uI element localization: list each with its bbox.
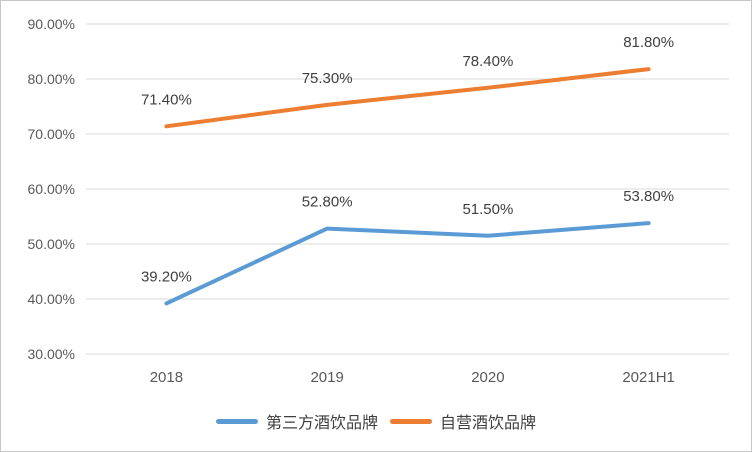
legend-label: 第三方酒饮品牌 xyxy=(265,415,378,432)
legend-line-swatch-orange xyxy=(390,418,432,424)
y-axis-tick-label: 50.00% xyxy=(28,236,75,252)
y-axis-tick-label: 80.00% xyxy=(28,71,75,87)
legend-item-third-party-brands: 第三方酒饮品牌 xyxy=(215,409,378,433)
chart-legend: 第三方酒饮品牌 自营酒饮品牌 xyxy=(1,407,751,435)
legend-label: 自营酒饮品牌 xyxy=(440,415,537,432)
x-axis-category-label: 2020 xyxy=(471,369,504,386)
series-line-1 xyxy=(164,67,651,129)
x-axis-category-label: 2018 xyxy=(150,369,183,386)
legend-item-self-operated-brands: 自营酒饮品牌 xyxy=(390,409,536,433)
series-line-0 xyxy=(164,221,651,306)
y-axis-tick-label: 60.00% xyxy=(28,181,75,197)
data-label: 81.80% xyxy=(623,34,674,51)
x-axis-category-label: 2019 xyxy=(310,369,343,386)
x-axis-category-label: 2021H1 xyxy=(622,369,675,386)
data-label: 51.50% xyxy=(462,201,513,218)
y-axis-tick-label: 40.00% xyxy=(28,291,75,307)
data-label: 78.40% xyxy=(462,53,513,70)
y-axis-tick-label: 70.00% xyxy=(28,126,75,142)
data-label: 53.80% xyxy=(623,188,674,205)
y-axis-tick-label: 30.00% xyxy=(28,346,75,362)
legend-line-swatch-blue xyxy=(215,418,258,424)
data-label: 71.40% xyxy=(141,91,192,108)
y-axis-tick-label: 90.00% xyxy=(28,16,75,32)
data-label: 75.30% xyxy=(302,70,353,87)
data-label: 39.20% xyxy=(141,268,192,285)
data-label: 52.80% xyxy=(302,194,353,211)
